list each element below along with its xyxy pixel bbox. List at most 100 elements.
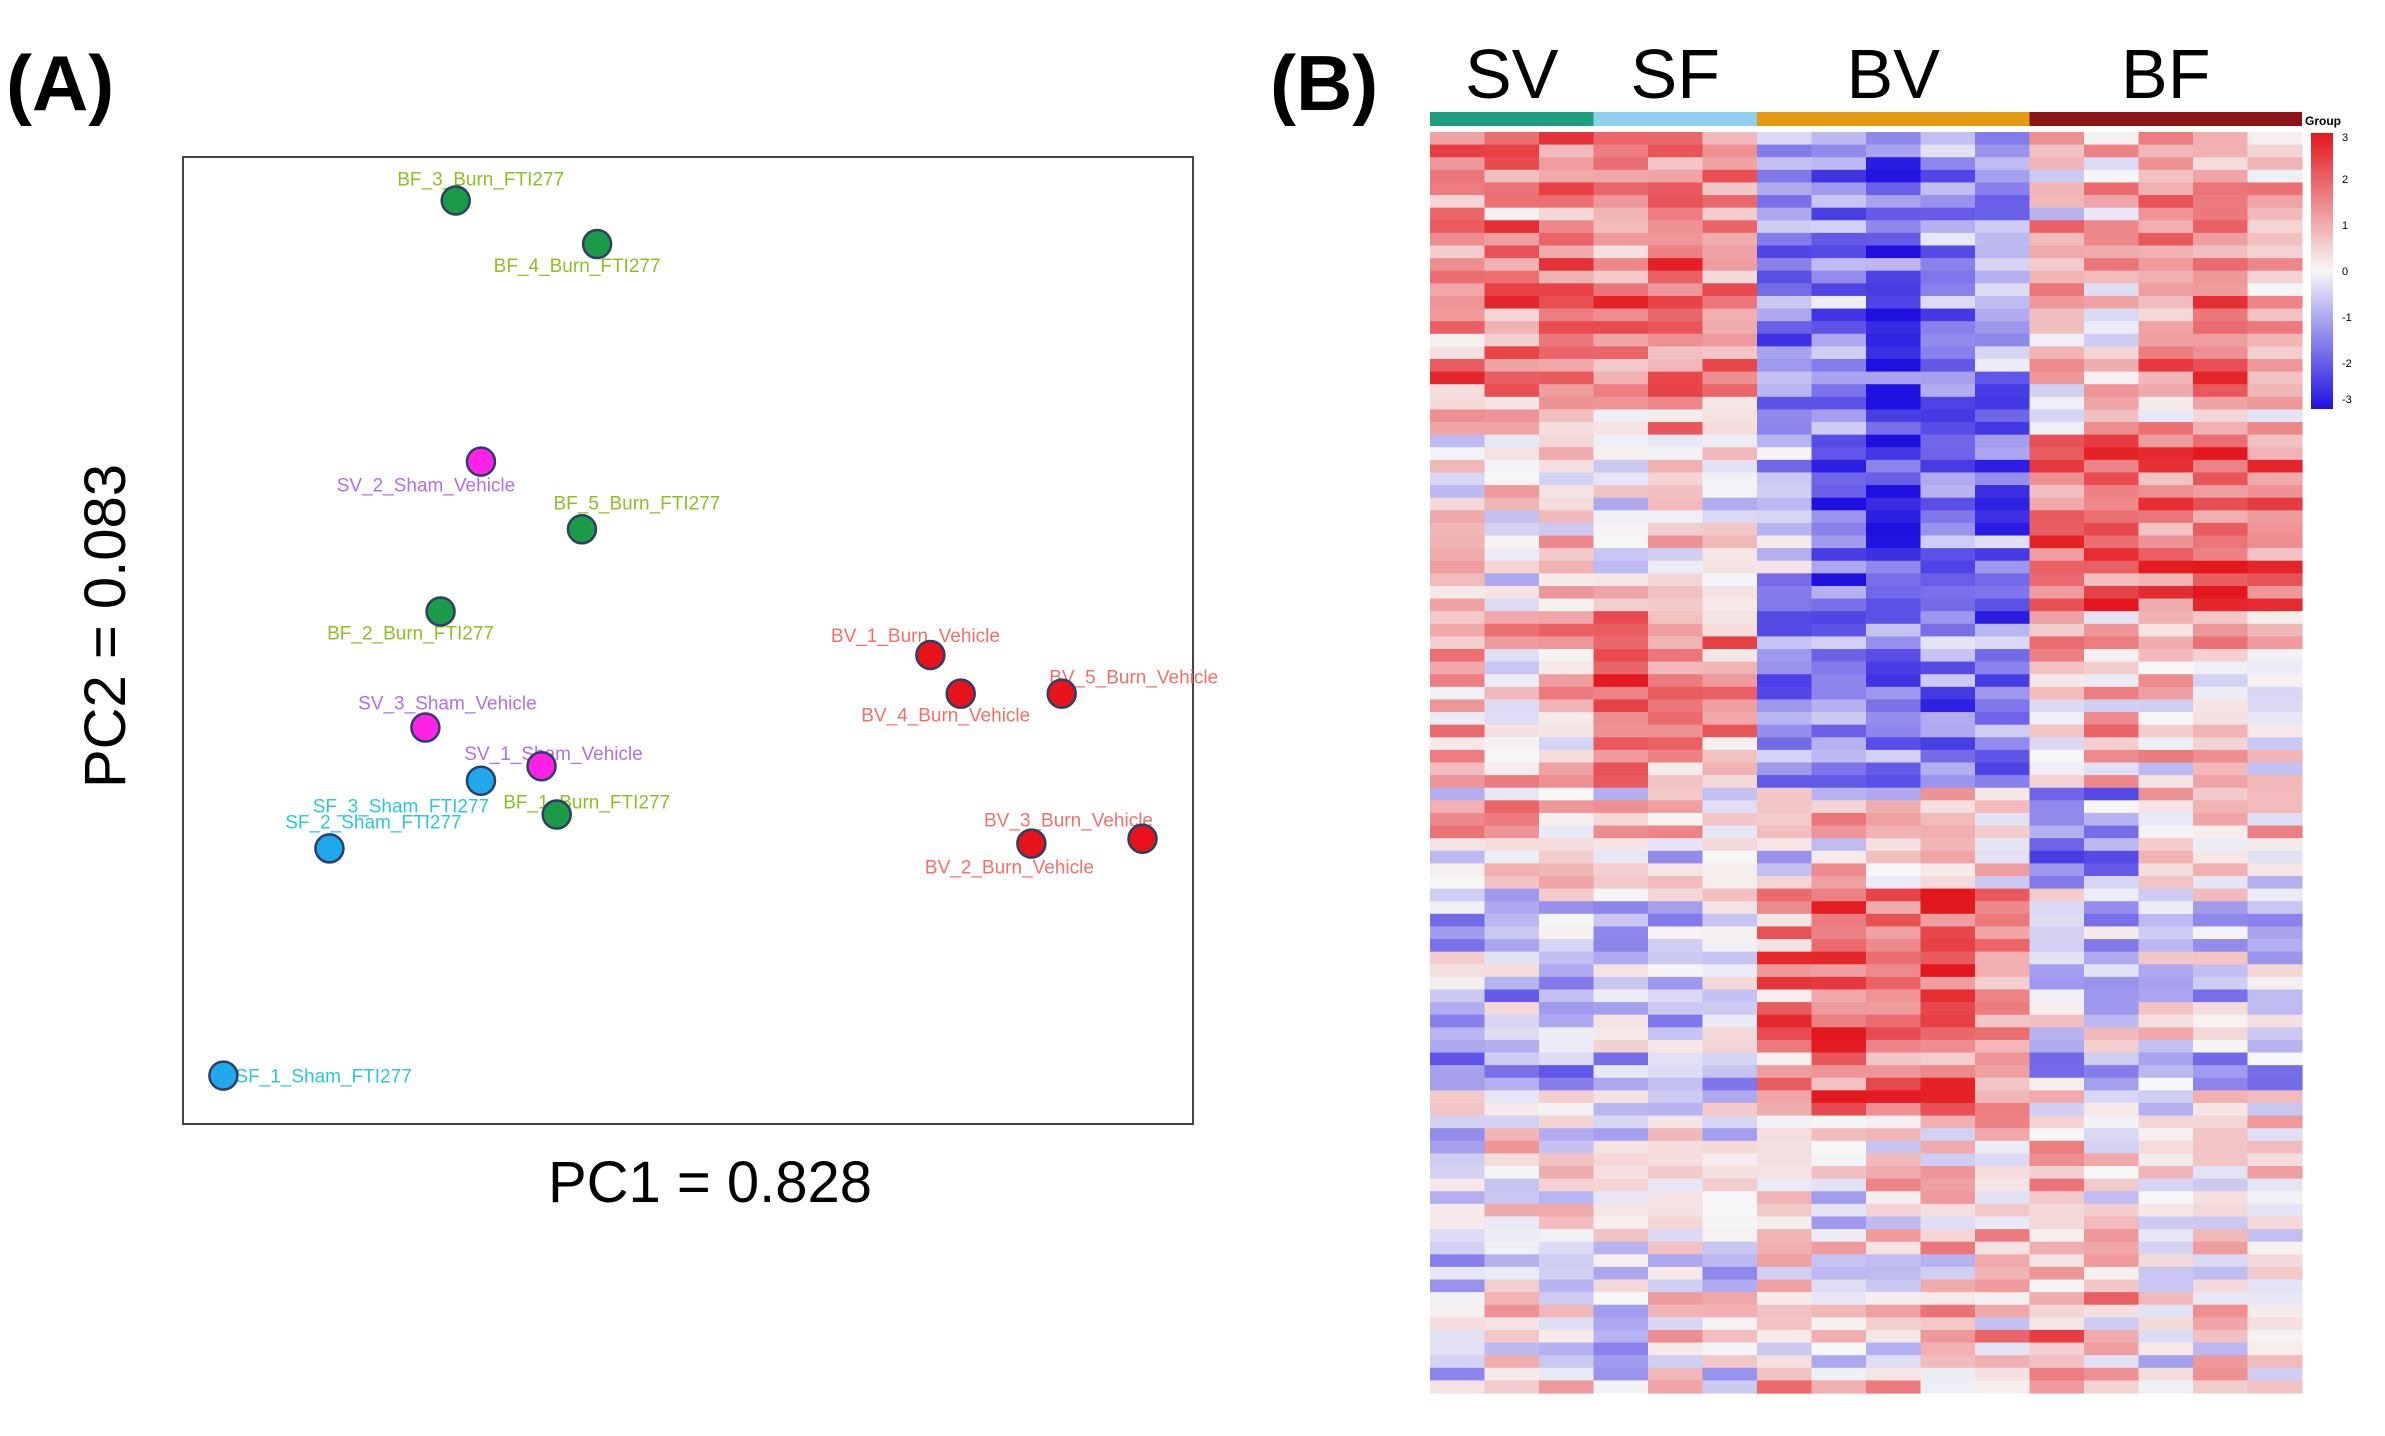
heatmap-cell — [2029, 195, 2085, 209]
heatmap-cell — [1975, 295, 2031, 310]
heatmap-cell — [2138, 270, 2194, 284]
heatmap-cell — [1702, 749, 1758, 764]
heatmap-cell — [1866, 182, 1922, 196]
heatmap-cell — [2247, 661, 2303, 675]
heatmap-cell — [1593, 1266, 1649, 1281]
heatmap-cell — [2084, 308, 2140, 322]
heatmap-cell — [1757, 207, 1813, 221]
heatmap-cell — [1430, 472, 1486, 486]
heatmap-cell — [2193, 472, 2249, 486]
heatmap-cell — [1975, 1342, 2031, 1356]
heatmap-cell — [2138, 598, 2194, 612]
heatmap-cell — [1811, 598, 1867, 612]
heatmap-cell — [1975, 548, 2031, 562]
heatmap-cell — [2029, 207, 2085, 221]
heatmap-cell — [2193, 964, 2249, 978]
heatmap-cell — [2084, 598, 2140, 612]
heatmap-cell — [2029, 1140, 2085, 1155]
heatmap-cell — [2084, 838, 2140, 852]
heatmap-cell — [2084, 560, 2140, 574]
heatmap-cell — [2084, 1027, 2140, 1041]
heatmap-cell — [1866, 497, 1922, 511]
heatmap-cell — [1702, 258, 1758, 272]
heatmap-cell — [1866, 169, 1922, 184]
heatmap-cell — [1539, 1052, 1595, 1066]
heatmap-cell — [1702, 169, 1758, 184]
heatmap-cell — [2138, 585, 2194, 600]
heatmap-cell — [1757, 434, 1813, 448]
heatmap-cell — [2193, 346, 2249, 360]
heatmap-cell — [1920, 636, 1976, 650]
heatmap-cell — [1593, 699, 1649, 713]
heatmap-cell — [2193, 485, 2249, 499]
heatmap-cell — [1975, 321, 2031, 335]
heatmap-cell — [1484, 1191, 1540, 1205]
heatmap-cell — [1811, 1102, 1867, 1117]
heatmap-cell — [1539, 749, 1595, 764]
heatmap-cell — [1702, 737, 1758, 751]
heatmap-cell — [2029, 1153, 2085, 1167]
heatmap-cell — [1648, 1367, 1704, 1381]
heatmap-cell — [1866, 1292, 1922, 1306]
heatmap-cell — [2084, 800, 2140, 814]
heatmap-cell — [2247, 1039, 2303, 1054]
heatmap-cell — [1975, 724, 2031, 738]
heatmap-cell — [2029, 926, 2085, 940]
heatmap-cell — [1866, 775, 1922, 789]
heatmap-cell — [2247, 358, 2303, 373]
heatmap-cell — [2193, 1128, 2249, 1142]
heatmap-cell — [1702, 308, 1758, 322]
heatmap-cell — [2029, 964, 2085, 978]
heatmap-cell — [1539, 838, 1595, 852]
heatmap-cell — [2193, 396, 2249, 411]
heatmap-cell — [1593, 182, 1649, 196]
heatmap-cell — [2138, 1304, 2194, 1318]
heatmap-cell — [1811, 901, 1867, 915]
heatmap-cell — [2138, 1241, 2194, 1255]
heatmap-cell — [1866, 295, 1922, 310]
heatmap-cell — [2193, 901, 2249, 915]
heatmap-cell — [1702, 459, 1758, 474]
heatmap-cell — [1539, 775, 1595, 789]
heatmap-cell — [2193, 1216, 2249, 1230]
heatmap-cell — [1920, 1342, 1976, 1356]
heatmap-cell — [1484, 1065, 1540, 1079]
heatmap-cell — [2138, 611, 2194, 625]
heatmap-cell — [1702, 1367, 1758, 1381]
heatmap-cell — [1702, 850, 1758, 864]
heatmap-cell — [1484, 195, 1540, 209]
heatmap-cell — [1539, 207, 1595, 221]
group-title-sf: SF — [1631, 35, 1720, 113]
heatmap-cell — [1430, 1115, 1486, 1129]
heatmap-cell — [1648, 1115, 1704, 1129]
heatmap-cell — [2247, 787, 2303, 801]
heatmap-cell — [1975, 1367, 2031, 1381]
heatmap-cell — [1648, 1002, 1704, 1016]
pca-x-axis-title: PC1 = 0.828 — [548, 1150, 872, 1215]
heatmap-cell — [1430, 1266, 1486, 1281]
heatmap-cell — [1648, 661, 1704, 675]
heatmap-cell — [1757, 800, 1813, 814]
heatmap-cell — [1975, 522, 2031, 537]
heatmap-cell — [2193, 838, 2249, 852]
heatmap-cell — [1702, 964, 1758, 978]
heatmap-cell — [1430, 623, 1486, 637]
heatmap-cell — [1920, 573, 1976, 587]
heatmap-cell — [1811, 812, 1867, 827]
heatmap-cell — [2138, 863, 2194, 877]
heatmap-cell — [1975, 169, 2031, 184]
heatmap-cell — [1593, 888, 1649, 902]
heatmap-cell — [1757, 888, 1813, 902]
heatmap-cell — [1593, 510, 1649, 524]
heatmap-cell — [1539, 1102, 1595, 1117]
heatmap-cell — [1757, 132, 1813, 146]
heatmap-cell — [1866, 459, 1922, 474]
heatmap-cell — [2084, 674, 2140, 688]
heatmap-cell — [1702, 585, 1758, 600]
heatmap-cell — [1593, 1128, 1649, 1142]
heatmap-cell — [1593, 749, 1649, 764]
heatmap-cell — [2193, 232, 2249, 247]
heatmap-cell — [1866, 485, 1922, 499]
heatmap-cell — [1702, 775, 1758, 789]
heatmap-cell — [1593, 169, 1649, 184]
